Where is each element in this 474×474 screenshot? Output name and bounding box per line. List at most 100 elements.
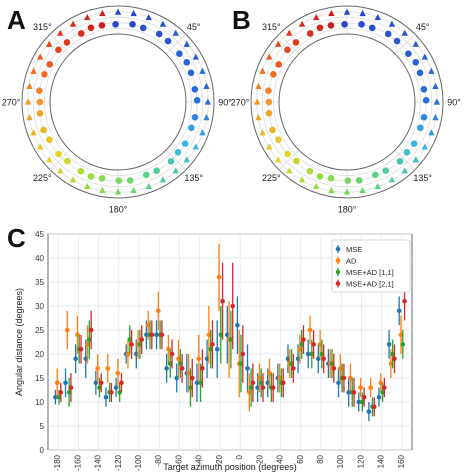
polar-b-angle-label: 0° bbox=[343, 0, 352, 1]
polar-a-angle-label: 225° bbox=[33, 173, 52, 183]
polar-b-target-marker bbox=[255, 114, 262, 121]
polar-b-target-marker bbox=[265, 53, 273, 60]
polar-b-grid-spoke bbox=[278, 149, 300, 171]
polar-b-prediction-marker bbox=[405, 50, 412, 58]
polar-a-prediction-marker bbox=[77, 30, 85, 37]
data-point bbox=[230, 303, 235, 309]
data-point bbox=[386, 342, 392, 347]
polar-a-prediction-marker bbox=[181, 140, 189, 147]
polar-a-prediction-marker bbox=[64, 157, 71, 165]
polar-a-grid-spoke bbox=[49, 33, 71, 55]
polar-a-prediction-marker bbox=[63, 39, 71, 46]
polar-b-prediction-marker bbox=[265, 109, 273, 117]
y-tick-label: 35 bbox=[35, 278, 44, 287]
polar-b-prediction-marker bbox=[265, 98, 273, 106]
data-point bbox=[154, 332, 159, 338]
polar-a-prediction-marker bbox=[153, 167, 160, 174]
polar-b-prediction-marker bbox=[420, 113, 428, 121]
polar-b-prediction-marker bbox=[417, 124, 424, 132]
polar-a-prediction-marker bbox=[36, 109, 44, 117]
data-point bbox=[174, 375, 180, 381]
polar-panel-a: 0° 45° 90° 135° 180° 225° 270° 315° bbox=[2, 0, 233, 215]
data-point bbox=[58, 390, 64, 395]
polar-a-inner-ring bbox=[49, 33, 187, 171]
data-point bbox=[216, 274, 222, 280]
data-point bbox=[366, 409, 372, 414]
polar-a-prediction-marker bbox=[46, 61, 54, 68]
polar-a-prediction-marker bbox=[41, 71, 48, 78]
polar-b-target-marker bbox=[286, 29, 293, 36]
legend-label: AD bbox=[346, 257, 357, 266]
polar-a-target-marker bbox=[145, 13, 152, 21]
polar-a-angle-label: 180° bbox=[109, 205, 128, 215]
legend-label: MSE+AD [2,1] bbox=[346, 280, 394, 289]
data-point bbox=[137, 342, 143, 347]
x-tick-label: 0 bbox=[235, 454, 244, 459]
data-point bbox=[361, 394, 367, 400]
polar-a-prediction-marker bbox=[126, 177, 134, 184]
x-tick-label: -140 bbox=[94, 454, 103, 471]
polar-a-target-marker bbox=[172, 167, 179, 174]
polar-b-prediction-marker bbox=[270, 71, 277, 78]
data-point bbox=[189, 375, 195, 381]
data-point bbox=[400, 342, 406, 347]
polar-b-prediction-marker bbox=[327, 22, 335, 29]
data-point bbox=[98, 380, 104, 386]
polar-b-target-marker bbox=[328, 9, 335, 17]
data-point bbox=[396, 308, 402, 314]
polar-b-target-marker bbox=[428, 129, 435, 136]
polar-a-target-marker bbox=[84, 13, 91, 21]
data-point bbox=[66, 390, 72, 395]
polar-b-target-marker bbox=[274, 40, 282, 47]
data-point bbox=[139, 337, 144, 342]
y-axis-label: Angular distance (degrees) bbox=[14, 288, 24, 396]
legend-label: MSE+AD [1,1] bbox=[346, 268, 394, 277]
data-point bbox=[129, 342, 134, 347]
polar-b-prediction-marker bbox=[292, 39, 300, 46]
x-tick-label: -120 bbox=[114, 454, 123, 471]
data-point bbox=[206, 332, 212, 338]
polar-a-target-marker bbox=[130, 9, 137, 17]
data-point bbox=[392, 356, 397, 362]
polar-a-angle-label: 90° bbox=[218, 98, 232, 108]
polar-a-prediction-marker bbox=[183, 59, 191, 66]
polar-b-target-marker bbox=[343, 188, 351, 195]
data-point bbox=[196, 356, 202, 362]
polar-b-prediction-marker bbox=[358, 21, 365, 28]
polar-b-prediction-marker bbox=[393, 37, 401, 45]
polar-b-prediction-marker bbox=[384, 30, 392, 38]
polar-b-target-marker bbox=[388, 176, 396, 183]
data-point bbox=[220, 298, 225, 304]
polar-b-prediction-marker bbox=[275, 136, 282, 144]
polar-a-target-marker bbox=[130, 186, 137, 194]
polar-a-target-marker bbox=[114, 188, 122, 195]
polar-a-target-marker bbox=[26, 82, 33, 89]
data-point bbox=[65, 327, 70, 333]
polar-b-target-marker bbox=[401, 167, 408, 174]
polar-a-prediction-marker bbox=[193, 97, 201, 104]
data-point bbox=[301, 337, 306, 342]
polar-b-prediction-marker bbox=[396, 157, 404, 165]
legend-marker bbox=[335, 258, 341, 263]
polar-b-prediction-marker bbox=[275, 61, 283, 68]
data-point bbox=[321, 356, 327, 362]
polar-a-prediction-marker bbox=[155, 30, 163, 38]
data-point bbox=[371, 404, 377, 410]
polar-a-prediction-marker bbox=[129, 21, 136, 28]
polar-b-target-marker bbox=[432, 82, 439, 89]
data-point bbox=[341, 375, 347, 381]
polar-b-prediction-marker bbox=[382, 167, 389, 174]
legend-marker bbox=[335, 246, 341, 252]
polar-b-target-marker bbox=[313, 182, 320, 190]
data-point bbox=[248, 385, 254, 390]
polar-b-grid-spoke bbox=[278, 33, 300, 55]
data-point bbox=[382, 385, 387, 390]
data-point bbox=[63, 380, 68, 386]
data-point bbox=[119, 380, 124, 386]
x-tick-label: 100 bbox=[336, 454, 345, 468]
polar-b-target-marker bbox=[274, 156, 282, 163]
y-tick-label: 10 bbox=[35, 398, 44, 407]
polar-a-target-marker bbox=[45, 156, 53, 163]
data-point bbox=[125, 351, 131, 357]
data-point bbox=[103, 394, 109, 400]
